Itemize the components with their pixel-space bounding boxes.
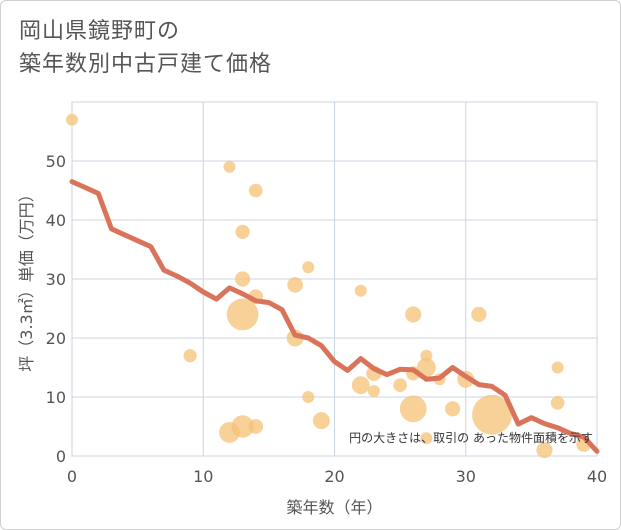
bubble-point [183,349,197,363]
bubble-point [287,277,303,293]
bubble-point [351,376,370,395]
bubble-point [302,391,315,403]
bubble-point [445,401,461,417]
x-axis-label: 築年数（年） [286,498,382,517]
size-note: 円の大きさは、取引の あった物件面積を示す [349,430,593,445]
bubble-point [302,261,315,274]
y-tick-label: 40 [46,211,66,230]
x-tick-label: 40 [587,467,607,486]
bubble-point [536,442,553,459]
y-tick-label: 0 [56,447,66,466]
bubble-point [312,412,330,430]
chart-title-line-1: 岡山県鏡野町の [19,19,181,44]
bubble-point [235,224,250,239]
y-axis-label: 坪（3.3㎡）単価（万円） [17,186,36,371]
y-tick-label: 10 [46,388,66,407]
bubble-point [354,284,367,297]
bubble-point [226,298,259,331]
bubble-point [393,378,407,393]
x-tick-label: 10 [193,467,213,486]
grid-lines [71,102,598,457]
bubble-point [248,419,264,434]
bubble-point [472,394,512,435]
bubble-point [248,183,263,198]
bubble-point [235,271,251,287]
bubble-point [471,306,487,322]
bubble-point [420,432,433,445]
bubble-point [66,113,78,126]
bubble-point [223,160,236,173]
bubble-point [231,415,254,438]
bubble-point [550,396,565,410]
x-tick-label: 20 [324,467,344,486]
chart-title-line-2: 築年数別中古戸建て価格 [19,52,273,77]
trend-line [69,179,600,454]
y-tick-label: 50 [46,152,66,171]
y-tick-label: 20 [46,329,66,348]
bubble-point [399,395,427,423]
axis-ticks: 0 10 20 30 40 0 10 20 30 40 50 [46,152,608,486]
chart-title: 岡山県鏡野町の 築年数別中古戸建て価格 [19,15,272,81]
x-tick-label: 0 [67,467,77,486]
x-tick-label: 30 [456,467,476,486]
y-tick-label: 30 [46,270,66,289]
bubble-point [551,361,564,374]
bubble-point [405,306,422,323]
bubble-point [416,358,436,377]
bubble-point [367,385,380,398]
